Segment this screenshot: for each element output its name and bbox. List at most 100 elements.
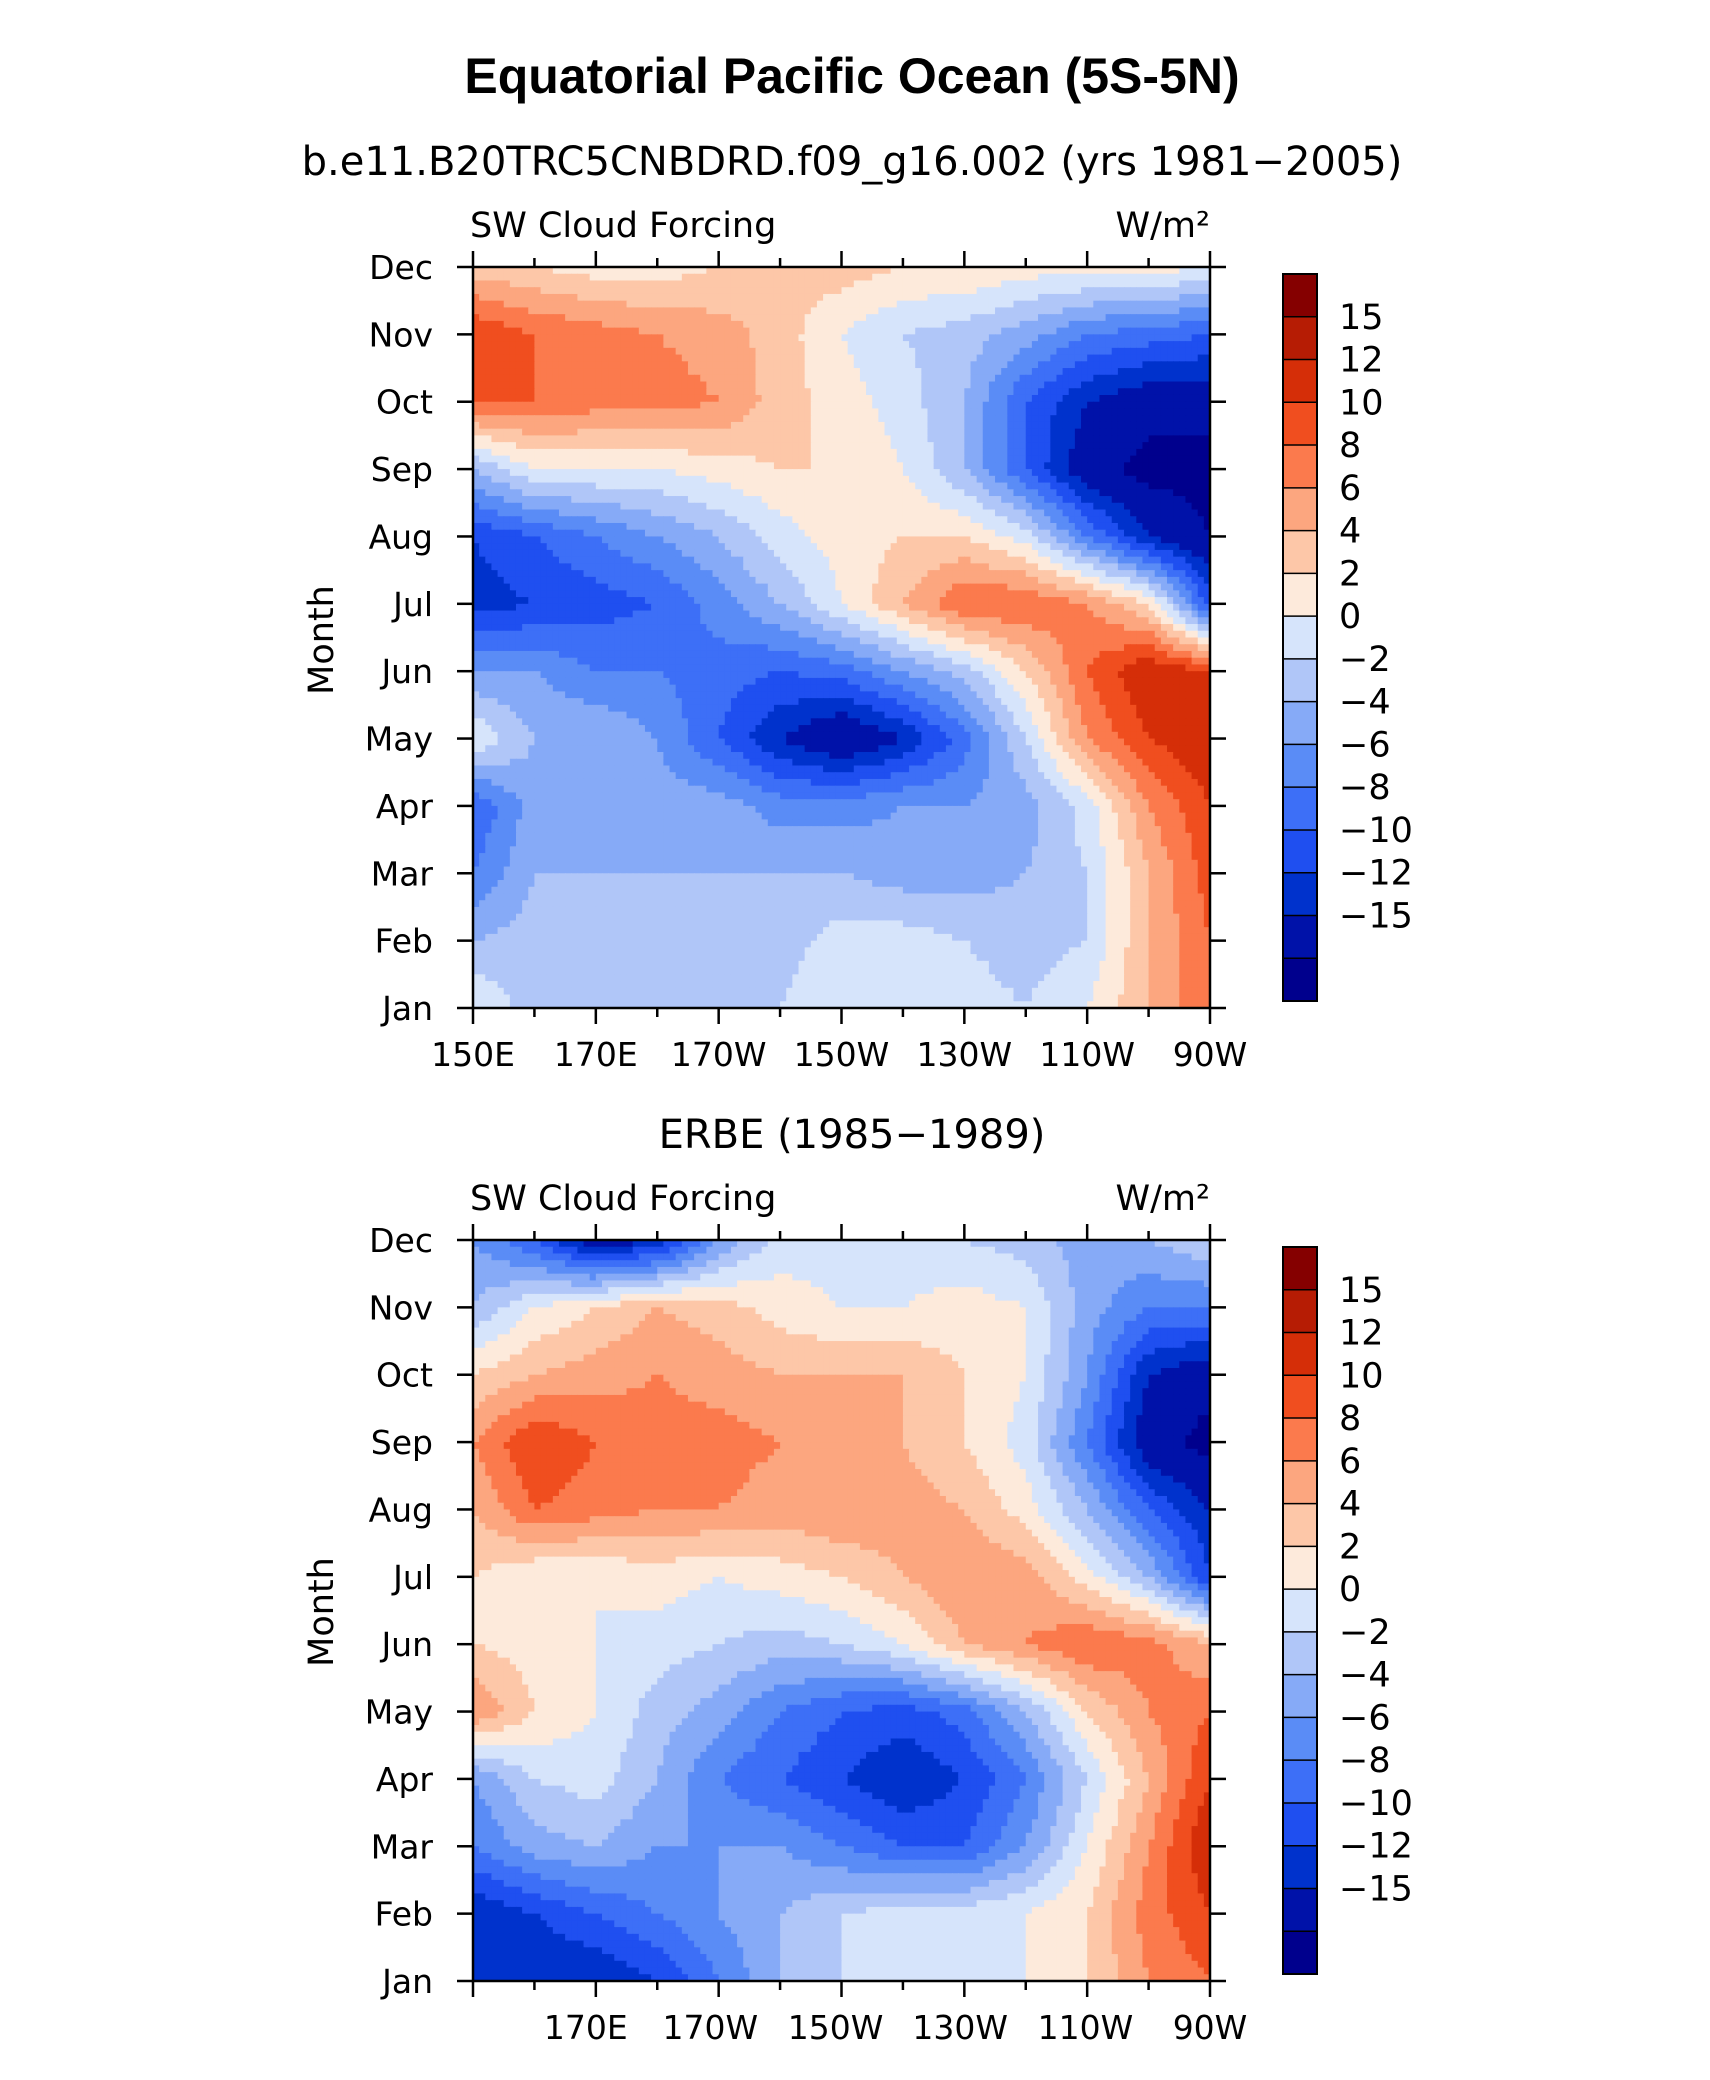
heatmap-cell — [485, 293, 493, 302]
heatmap-cell — [915, 448, 922, 457]
heatmap-cell — [773, 415, 781, 423]
heatmap-cell — [675, 354, 683, 362]
heatmap-cell — [638, 536, 646, 544]
heatmap-cell — [798, 327, 806, 335]
heatmap-cell — [694, 293, 701, 302]
heatmap-cell — [583, 415, 591, 423]
heatmap-cell — [995, 435, 1002, 443]
heatmap-cell — [773, 273, 781, 282]
heatmap-cell — [988, 381, 996, 389]
heatmap-cell — [589, 314, 597, 322]
heatmap-cell — [1025, 300, 1033, 309]
heatmap-cell — [669, 428, 677, 437]
heatmap-cell — [939, 394, 947, 403]
heatmap-cell — [743, 368, 750, 376]
heatmap-cell — [522, 502, 529, 511]
heatmap-cell — [859, 314, 867, 322]
heatmap-cell — [829, 442, 836, 450]
heatmap-cell — [552, 455, 560, 463]
heatmap-cell — [976, 462, 984, 470]
heatmap-cell — [921, 314, 929, 322]
heatmap-cell — [853, 516, 861, 524]
heatmap-cell — [976, 522, 984, 531]
heatmap-cell — [767, 408, 775, 416]
heatmap-cell — [847, 421, 855, 430]
heatmap-cell — [909, 421, 916, 430]
heatmap-cell — [1197, 327, 1205, 335]
heatmap-cell — [896, 280, 904, 288]
heatmap-cell — [835, 267, 843, 275]
heatmap-cell — [1148, 401, 1156, 410]
heatmap-cell — [534, 267, 542, 275]
heatmap-cell — [939, 388, 947, 396]
heatmap-cell — [577, 415, 585, 423]
heatmap-cell — [712, 368, 720, 376]
heatmap-cell — [755, 496, 763, 504]
heatmap-cell — [497, 300, 505, 309]
heatmap-cell — [718, 543, 726, 551]
heatmap-cell — [601, 509, 609, 517]
heatmap-cell — [1007, 300, 1015, 309]
heatmap-cell — [755, 374, 763, 383]
heatmap-cell — [1001, 428, 1008, 437]
heatmap-cell — [1087, 489, 1094, 497]
heatmap-cell — [614, 482, 621, 490]
heatmap-cell — [589, 442, 597, 450]
heatmap-cell — [589, 300, 597, 309]
heatmap-cell — [915, 529, 922, 538]
heatmap-cell — [644, 347, 652, 356]
heatmap-cell — [681, 529, 689, 538]
heatmap-cell — [804, 334, 812, 342]
heatmap-cell — [1093, 489, 1101, 497]
heatmap-cell — [1007, 394, 1015, 403]
heatmap-cell — [927, 496, 935, 504]
heatmap-cell — [866, 374, 873, 383]
heatmap-cell — [571, 469, 579, 477]
heatmap-cell — [515, 529, 523, 538]
heatmap-cell — [1099, 394, 1107, 403]
heatmap-cell — [589, 536, 597, 544]
heatmap-cell — [866, 293, 873, 302]
heatmap-cell — [1081, 320, 1088, 329]
heatmap-cell — [866, 522, 873, 531]
heatmap-cell — [896, 287, 904, 295]
heatmap-cell — [485, 496, 493, 504]
heatmap-cell — [939, 482, 947, 490]
heatmap-cell — [902, 428, 910, 437]
heatmap-cell — [565, 347, 572, 356]
heatmap-cell — [743, 469, 750, 477]
heatmap-cell — [651, 442, 658, 450]
heatmap-cell — [976, 394, 984, 403]
heatmap-cell — [595, 320, 603, 329]
heatmap-cell — [675, 489, 683, 497]
heatmap-cell — [589, 475, 597, 484]
heatmap-cell — [644, 509, 652, 517]
heatmap-cell — [952, 307, 959, 315]
heatmap-cell — [780, 455, 787, 463]
heatmap-cell — [651, 341, 658, 349]
heatmap-cell — [663, 341, 671, 349]
heatmap-cell — [1038, 448, 1045, 457]
heatmap-cell — [859, 428, 867, 437]
heatmap-cell — [933, 341, 941, 349]
heatmap-cell — [601, 314, 609, 322]
heatmap-cell — [1124, 388, 1131, 396]
heatmap-cell — [816, 448, 824, 457]
heatmap-cell — [706, 327, 714, 335]
heatmap-cell — [755, 347, 763, 356]
heatmap-cell — [620, 361, 628, 369]
heatmap-cell — [608, 428, 615, 437]
heatmap-cell — [479, 361, 486, 369]
heatmap-cell — [522, 347, 529, 356]
heatmap-cell — [767, 442, 775, 450]
heatmap-cell — [583, 273, 591, 282]
heatmap-cell — [804, 482, 812, 490]
heatmap-cell — [1148, 347, 1156, 356]
heatmap-cell — [730, 307, 738, 315]
heatmap-cell — [1167, 273, 1174, 282]
heatmap-cell — [1087, 314, 1094, 322]
heatmap-cell — [1111, 435, 1119, 443]
heatmap-cell — [761, 381, 769, 389]
heatmap-cell — [644, 394, 652, 403]
heatmap-cell — [712, 543, 720, 551]
